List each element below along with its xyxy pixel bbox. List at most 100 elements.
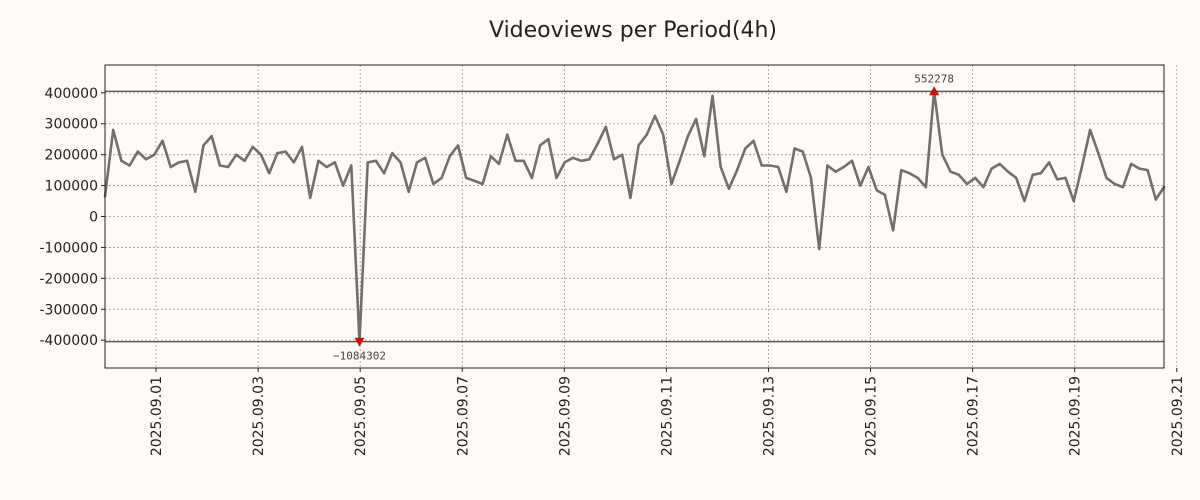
data-point: [867, 165, 870, 169]
data-point: [1064, 176, 1067, 180]
x-tick-label: 2025.09.17: [966, 376, 982, 456]
data-point: [1146, 168, 1149, 172]
data-point: [440, 176, 443, 180]
data-point: [768, 164, 772, 167]
x-tick-label: 2025.09.03: [251, 376, 267, 456]
y-tick-label: 300000: [45, 117, 98, 133]
data-point: [571, 156, 575, 159]
data-point: [465, 176, 468, 180]
y-tick-label: 100000: [45, 179, 98, 195]
data-point: [579, 159, 583, 162]
data-point: [382, 172, 386, 175]
data-point: [169, 165, 172, 169]
data-point: [670, 182, 673, 186]
data-point: [547, 138, 550, 141]
data-point: [1039, 172, 1043, 175]
data-point: [612, 158, 616, 161]
data-point: [662, 133, 665, 136]
data-point: [850, 159, 854, 162]
data-point: [793, 147, 796, 150]
data-point: [226, 165, 230, 169]
data-point: [202, 144, 205, 147]
data-point: [744, 147, 747, 150]
data-point: [1121, 185, 1125, 189]
x-tick-label: 2025.09.21: [1170, 376, 1186, 456]
data-point: [900, 168, 903, 172]
data-point: [974, 176, 977, 180]
data-point: [678, 159, 681, 162]
data-point: [391, 151, 394, 155]
data-point: [801, 150, 804, 153]
data-point: [785, 190, 788, 193]
data-point: [218, 164, 222, 167]
data-point: [325, 165, 328, 169]
series-line: [103, 90, 1166, 344]
data-point: [1097, 151, 1100, 155]
data-point: [924, 185, 928, 189]
data-point: [1006, 170, 1010, 173]
data-point: [711, 94, 714, 98]
data-point: [1154, 198, 1158, 201]
data-point: [596, 142, 599, 145]
data-point: [719, 165, 722, 169]
x-tick-label: 2025.09.11: [659, 376, 675, 456]
data-point: [1130, 162, 1133, 166]
data-point: [185, 159, 189, 162]
data-point: [481, 182, 484, 186]
data-point: [259, 153, 263, 156]
data-point: [317, 159, 320, 162]
data-point: [908, 172, 911, 175]
data-point: [473, 179, 476, 183]
data-point: [1015, 176, 1018, 180]
data-point: [760, 164, 763, 167]
data-point: [941, 153, 944, 156]
peak-marker: [929, 86, 940, 96]
data-point: [120, 159, 123, 162]
data-point: [177, 161, 181, 164]
data-point: [292, 161, 295, 164]
reference-lines: [105, 90, 1164, 343]
data-point: [883, 193, 887, 197]
data-point: [555, 176, 558, 180]
data-point: [735, 168, 739, 172]
data-point: [1072, 199, 1075, 203]
data-point: [637, 144, 640, 147]
y-tick-label: -100000: [40, 240, 99, 256]
data-point: [194, 190, 197, 193]
data-point: [629, 196, 632, 200]
data-point: [309, 196, 312, 200]
data-point: [112, 128, 115, 132]
data-point: [432, 182, 435, 186]
data-point: [957, 173, 960, 176]
data-point: [333, 161, 337, 164]
data-point: [645, 133, 648, 136]
y-tick-label: -300000: [40, 302, 99, 318]
data-point: [818, 247, 821, 251]
data-point: [1105, 176, 1108, 180]
data-point: [415, 161, 419, 164]
data-point: [982, 185, 985, 189]
data-point: [424, 156, 427, 159]
data-point: [456, 144, 460, 147]
data-point: [859, 184, 862, 187]
peak-label: 552278: [914, 72, 954, 85]
data-point: [891, 229, 895, 232]
grid: [105, 65, 1178, 368]
data-point: [990, 167, 993, 170]
data-point: [1080, 165, 1084, 169]
data-point: [341, 184, 345, 187]
data-point: [1023, 199, 1026, 203]
data-point: [136, 150, 139, 153]
y-tick-label: 400000: [45, 86, 98, 102]
data-point: [489, 155, 492, 158]
data-point: [777, 165, 780, 169]
data-point: [497, 162, 501, 166]
x-axis: 2025.09.01 2025.09.03 2025.09.05 2025.09.07…: [149, 368, 1186, 456]
data-point: [727, 187, 731, 190]
trough-marker: [354, 337, 365, 347]
data-point: [694, 117, 698, 121]
data-point: [875, 189, 878, 192]
data-point: [530, 176, 534, 180]
data-point: [161, 139, 164, 142]
data-point: [965, 182, 969, 186]
